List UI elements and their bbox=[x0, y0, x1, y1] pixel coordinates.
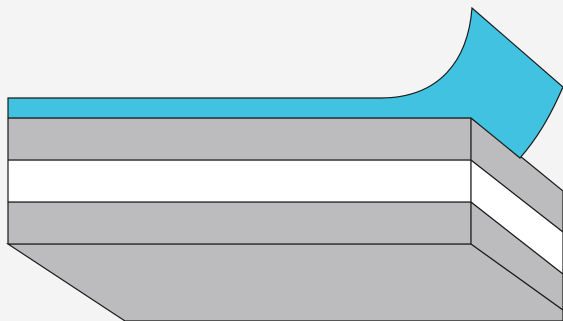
middle-white-layer-front-face bbox=[7, 159, 472, 203]
upper-gray-layer-front-face bbox=[7, 117, 472, 161]
base-layer-top-face bbox=[5, 243, 563, 321]
lower-gray-layer-front-face bbox=[7, 201, 472, 245]
peeling-film-layer bbox=[7, 6, 563, 159]
